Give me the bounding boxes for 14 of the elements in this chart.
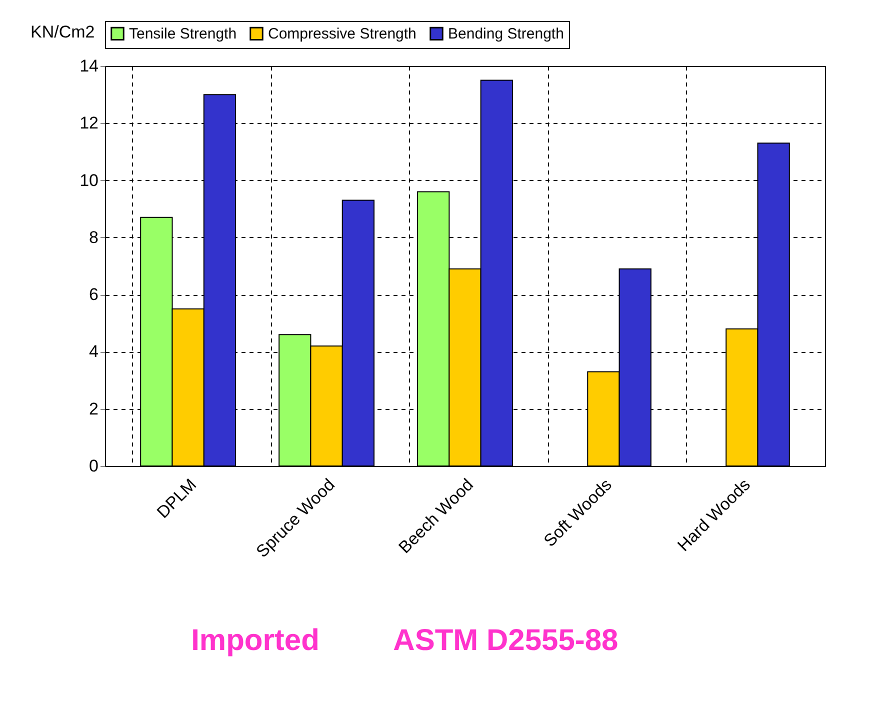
- y-tick-label: 10: [80, 170, 98, 190]
- y-tick-label: 12: [80, 114, 98, 133]
- y-axis-title: KN/Cm2: [30, 22, 95, 42]
- y-tick-label: 6: [89, 285, 98, 304]
- legend-label: Tensile Strength: [129, 26, 237, 43]
- y-tick-label: 4: [89, 342, 98, 362]
- legend-label: Compressive Strength: [268, 26, 416, 43]
- y-tick-label: 0: [89, 456, 98, 476]
- y-tick-label: 2: [89, 399, 98, 418]
- text: Imported: [191, 624, 320, 657]
- y-tick-label: 8: [89, 228, 98, 247]
- legend-label: Bending Strength: [448, 26, 564, 43]
- y-tick-label: 14: [80, 56, 98, 76]
- text: ASTM D2555-88: [393, 624, 618, 657]
